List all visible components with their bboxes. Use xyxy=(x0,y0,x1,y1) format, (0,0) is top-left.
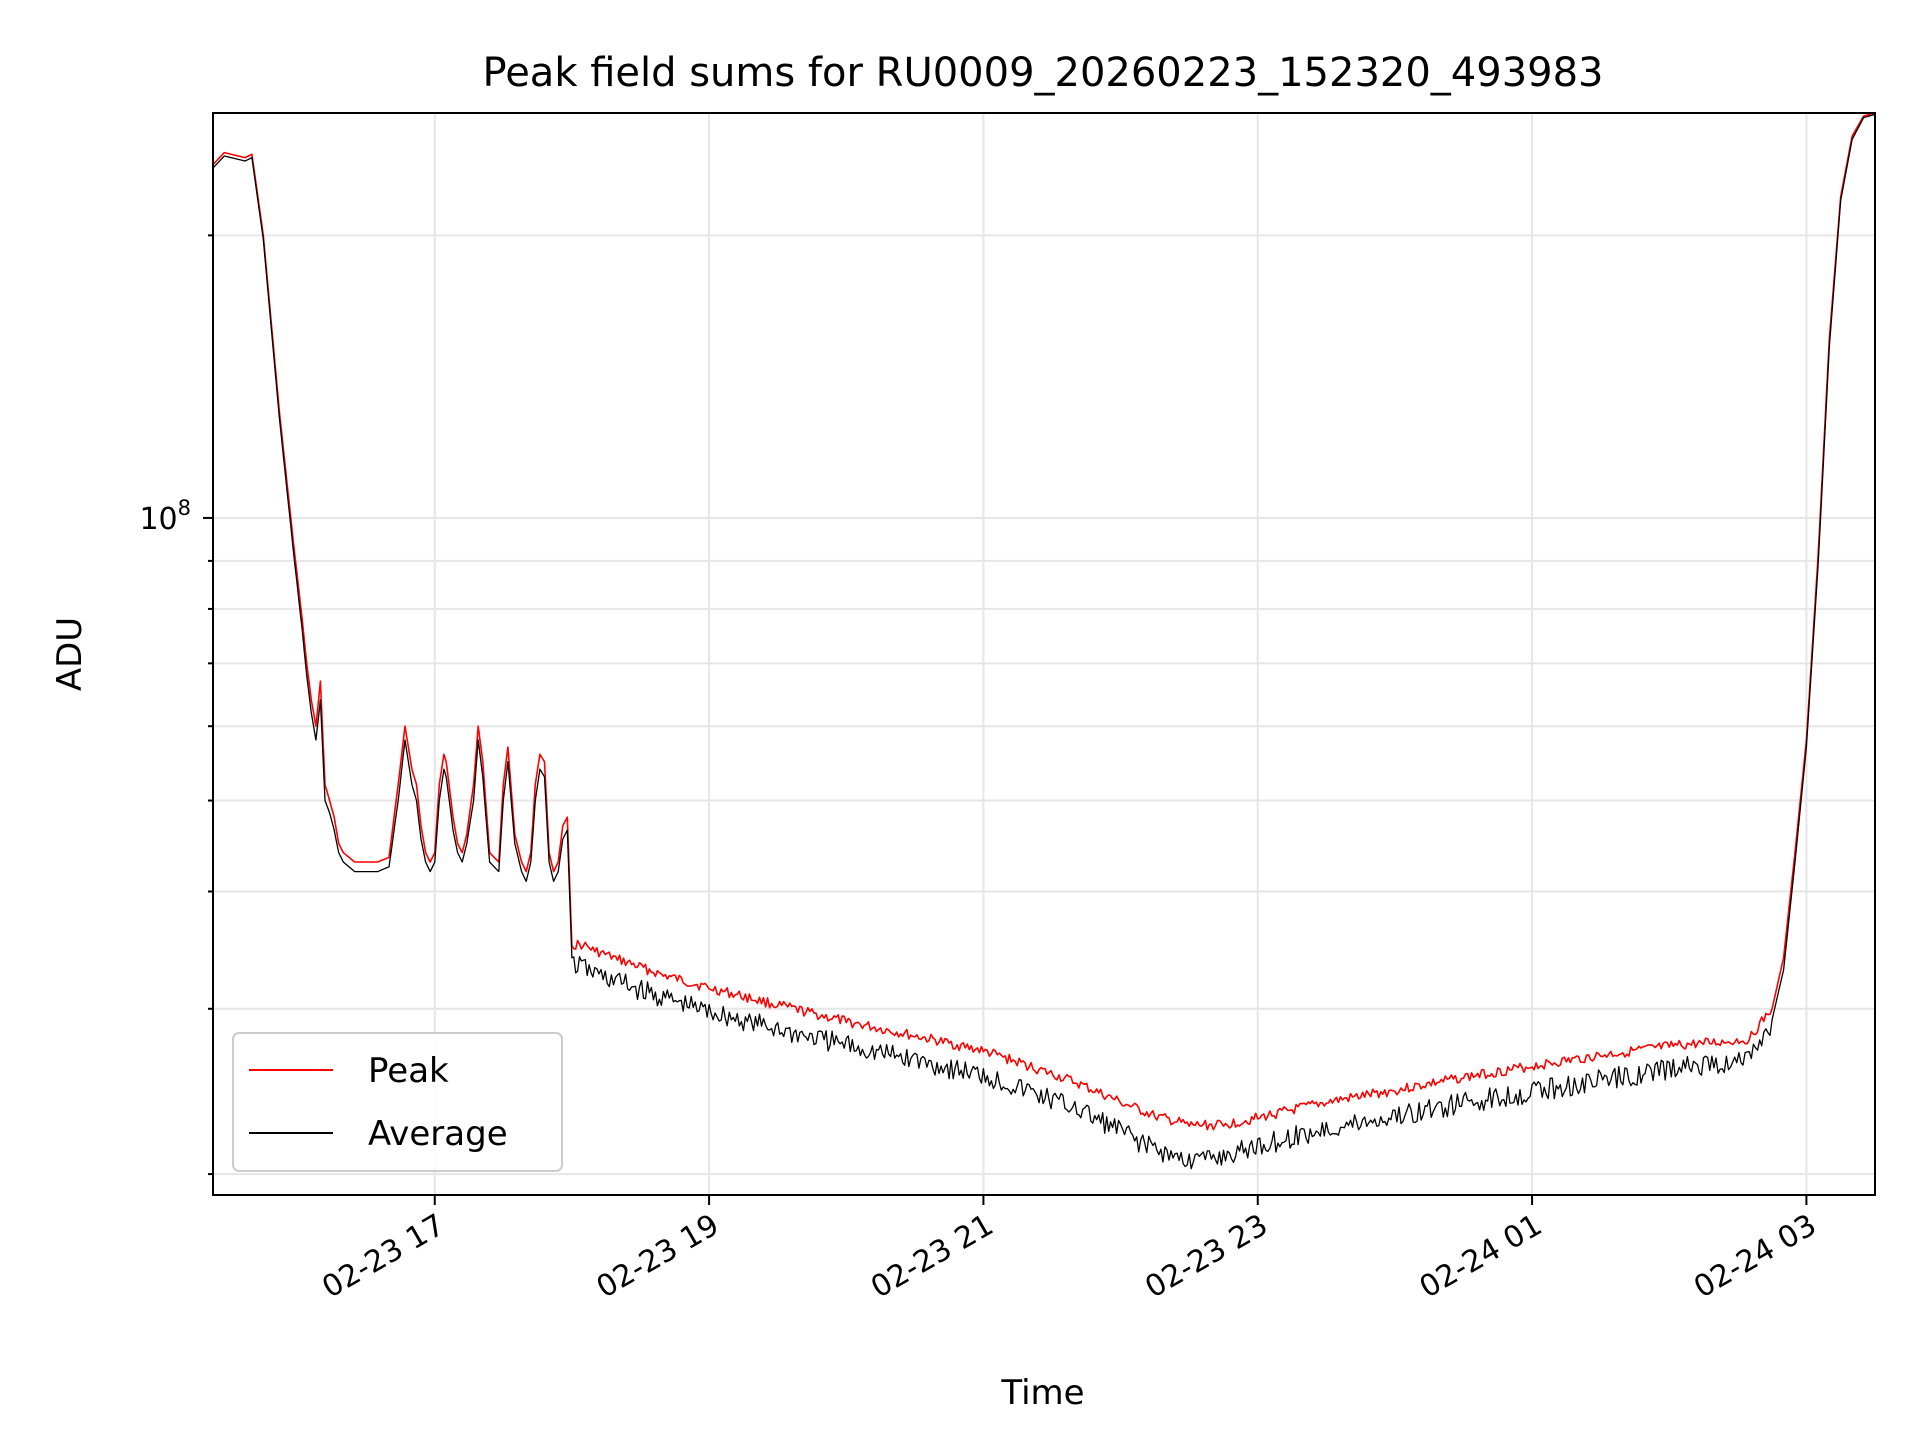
ticks xyxy=(203,234,1808,1205)
chart-title: Peak field sums for RU0009_20260223_1523… xyxy=(483,50,1604,96)
legend: Peak Average xyxy=(232,1032,563,1172)
plot-frame xyxy=(212,112,1876,1196)
x-axis-label: Time xyxy=(1000,1373,1084,1413)
series-line-average xyxy=(213,113,1875,1170)
legend-peak-label: Peak xyxy=(368,1051,449,1091)
series-layer xyxy=(213,113,1875,1170)
legend-box xyxy=(232,1032,563,1172)
series-line-peak xyxy=(213,113,1875,1131)
y-axis-label: ADU xyxy=(50,617,90,691)
legend-average-label: Average xyxy=(368,1114,508,1154)
grid xyxy=(213,113,1875,1195)
